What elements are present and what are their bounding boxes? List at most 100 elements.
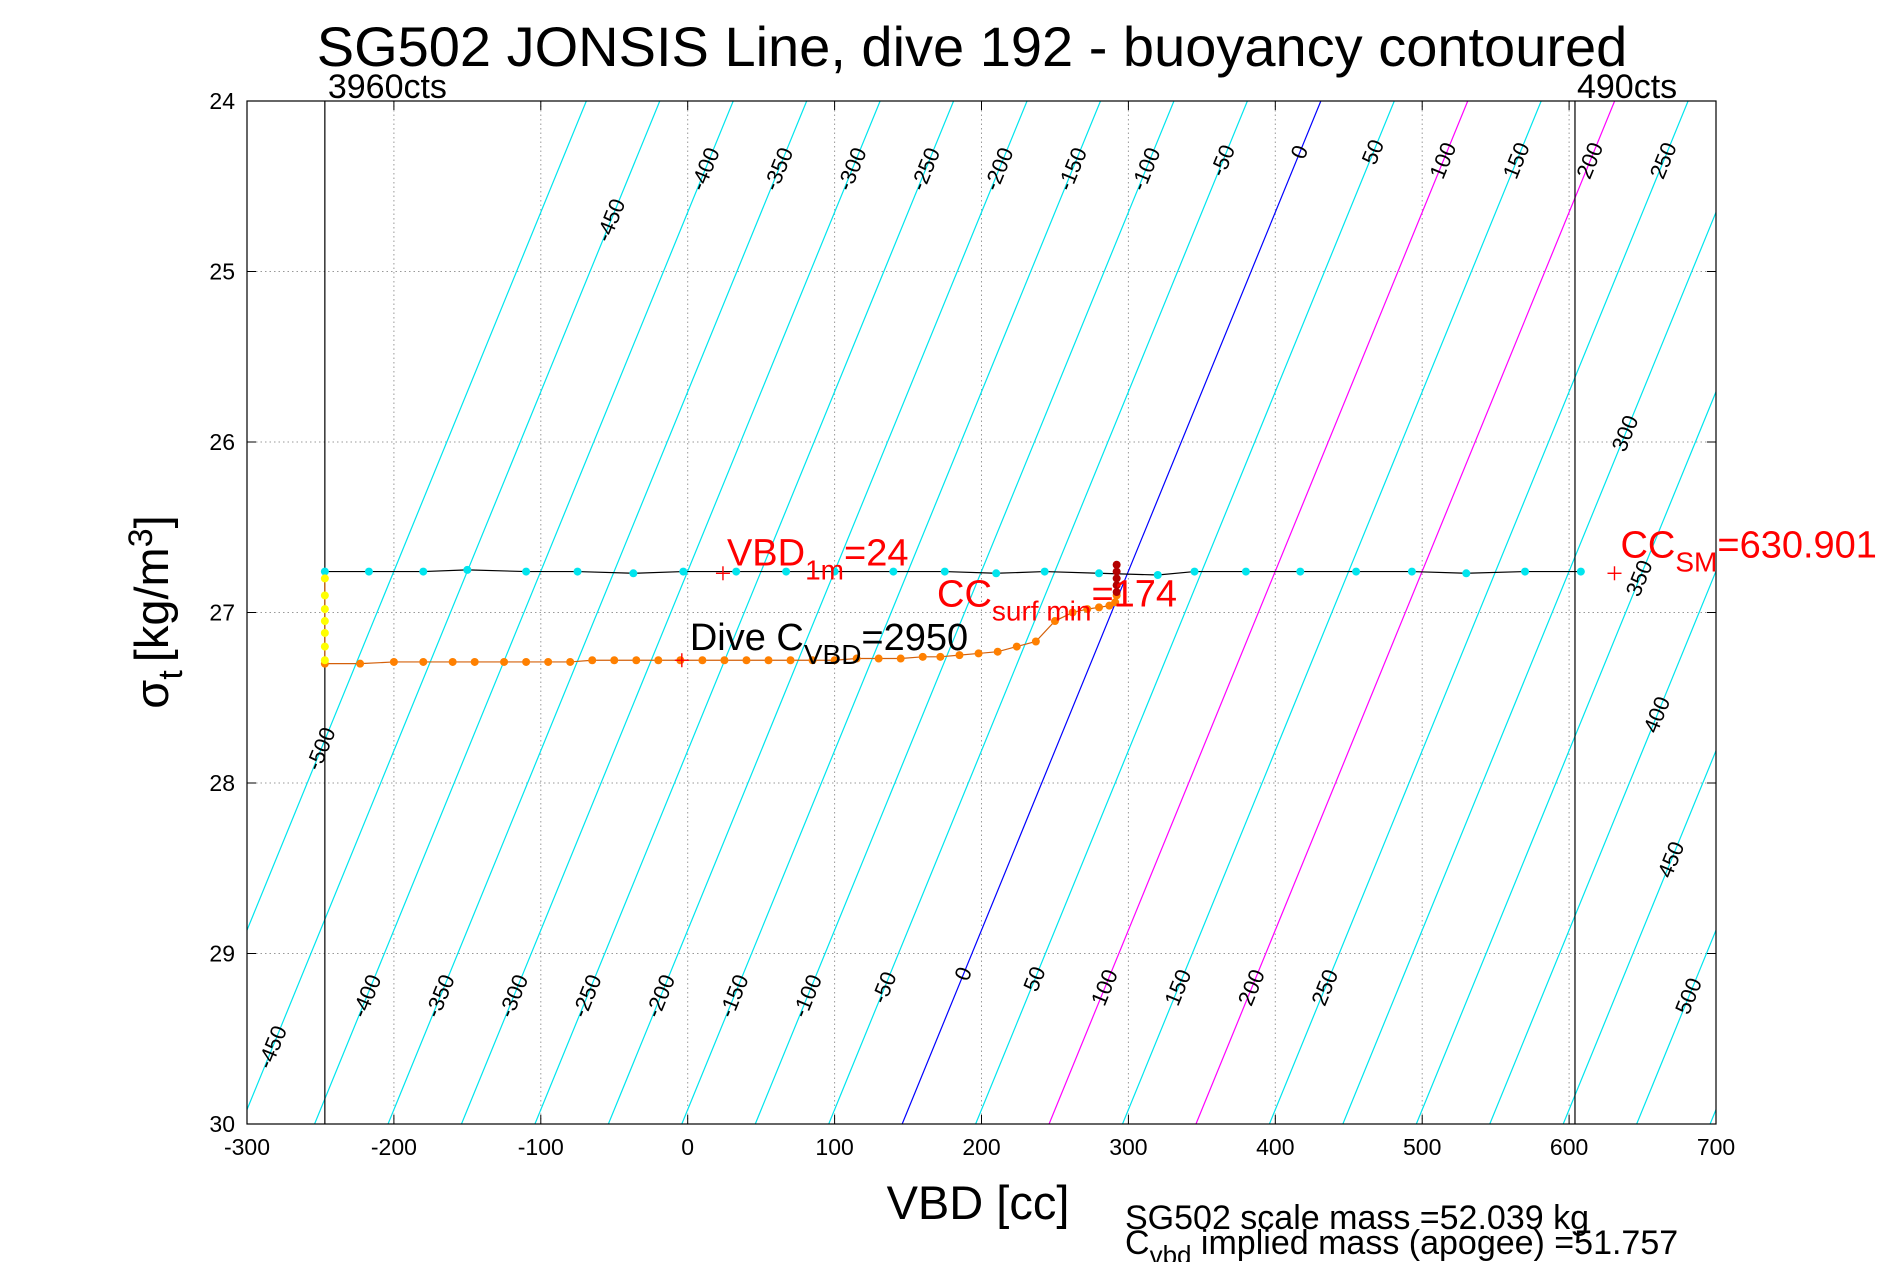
y-axis-label-sub: t — [152, 670, 190, 680]
dive-point — [918, 652, 927, 661]
dive-point — [610, 656, 619, 665]
contour-label: -100 — [787, 971, 827, 1021]
x-tick-label: -100 — [518, 1134, 564, 1160]
x-tick-label: 500 — [1403, 1134, 1441, 1160]
y-tick-label: 27 — [209, 600, 235, 626]
contour-line — [1489, 569, 1716, 1124]
y-tick-label: 26 — [209, 429, 235, 455]
climb-point — [419, 567, 428, 576]
climb-point — [1153, 570, 1162, 579]
vbd-limit-label: 3960cts — [328, 68, 447, 106]
climb-point — [1462, 569, 1471, 578]
series-layer — [320, 560, 1585, 668]
contour-label: -150 — [1052, 144, 1092, 194]
climb-point — [1296, 567, 1305, 576]
y-axis-label-base: σ — [125, 680, 178, 709]
dive-cvbd-annotation-prefix: Dive C — [690, 617, 804, 659]
footer-scale-mass: SG502 scale mass =52.039 kg — [1125, 1199, 1589, 1237]
y-tick-label: 28 — [209, 770, 235, 796]
x-tick-label: 600 — [1550, 1134, 1588, 1160]
y-tick-label: 25 — [209, 259, 235, 285]
dive-point — [974, 649, 983, 658]
apogee-point — [320, 656, 329, 665]
dive-cvbd-annotation: Dive CVBD=2950 — [690, 617, 968, 670]
contour-label: -100 — [1126, 144, 1166, 194]
y-axis-label-open: [kg/m — [125, 547, 178, 662]
y-tick-label: 30 — [209, 1111, 235, 1137]
dive-point — [1105, 601, 1114, 610]
dive-point — [993, 647, 1002, 656]
climb-point — [940, 567, 949, 576]
cc-surf-min-annotation: CCsurf min=174 — [937, 574, 1177, 627]
climb-point — [1095, 569, 1104, 578]
climb-point — [1190, 567, 1199, 576]
contour-line — [681, 101, 1102, 1124]
dive-point — [830, 656, 839, 665]
dive-point — [742, 656, 751, 665]
contour-line — [1709, 1108, 1716, 1124]
cc-sm-annotation: CCSM=630.901 — [1620, 524, 1876, 577]
x-tick-label: -300 — [224, 1134, 270, 1160]
contour-label: -300 — [832, 144, 872, 194]
contour-label: -500 — [301, 724, 341, 774]
vbd1m-annotation-sub: 1m — [805, 554, 844, 585]
cc-surf-min-annotation-sub: surf min — [992, 596, 1092, 627]
climb-point — [679, 567, 688, 576]
contour-layer — [247, 101, 1891, 1124]
contour-line — [1562, 749, 1716, 1124]
dive-point — [419, 657, 428, 666]
contour-line — [1048, 101, 1469, 1124]
contour-line — [247, 101, 587, 932]
apogee-point — [320, 605, 329, 614]
contour-line — [754, 101, 1175, 1124]
dive-point — [448, 657, 457, 666]
contour-label: -150 — [714, 971, 754, 1021]
dive-point — [500, 657, 509, 666]
dive-point — [389, 657, 398, 666]
apogee-point — [320, 574, 329, 583]
dive-point — [566, 657, 575, 666]
dive-point — [544, 657, 553, 666]
y-axis-label-sup: 3 — [122, 528, 160, 547]
y-axis-label-close: ] — [125, 515, 178, 528]
dive-point — [808, 656, 817, 665]
contour-label: -50 — [1205, 141, 1240, 180]
y-tick-label: 29 — [209, 941, 235, 967]
contour-line — [1415, 390, 1716, 1124]
dive-point — [764, 656, 773, 665]
contour-line — [1857, 101, 1891, 1124]
contour-label: -350 — [420, 971, 460, 1021]
contour-label: 500 — [1670, 974, 1707, 1017]
contour-label: 400 — [1638, 693, 1675, 736]
climb-point — [320, 567, 329, 576]
vbd1m-annotation: VBD1m=24 — [727, 532, 909, 585]
contour-label: 50 — [1018, 963, 1050, 995]
apogee-point — [320, 642, 329, 651]
contour-label: 250 — [1306, 966, 1343, 1009]
dive-point — [786, 656, 795, 665]
dive-cvbd-annotation-suffix: =2950 — [861, 617, 968, 659]
vbd1m-annotation-suffix: =24 — [844, 532, 908, 574]
dive-point — [356, 659, 365, 668]
contour-line — [1195, 101, 1616, 1124]
contour-label: 200 — [1571, 139, 1608, 182]
climb-point — [1241, 567, 1250, 576]
contour-label: 100 — [1424, 139, 1461, 182]
x-tick-label: 200 — [962, 1134, 1000, 1160]
vbd-limit-label: 490cts — [1577, 68, 1677, 106]
contour-label: -450 — [591, 195, 631, 245]
x-tick-label: 700 — [1697, 1134, 1735, 1160]
dive-point — [698, 656, 707, 665]
cc-sm-annotation-suffix: =630.901 — [1717, 524, 1877, 566]
contour-label: 0 — [1286, 142, 1314, 163]
y-tick-label: 24 — [209, 88, 235, 114]
chart-title: SG502 JONSIS Line, dive 192 - buoyancy c… — [317, 15, 1628, 78]
contour-line — [607, 101, 1028, 1124]
footer-implied-prefix: C — [1125, 1224, 1150, 1262]
contour-line — [1636, 928, 1716, 1124]
apogee-point — [320, 591, 329, 600]
contour-line — [975, 101, 1395, 1124]
cc-sm-annotation-sub: SM — [1675, 546, 1717, 577]
dive-point — [654, 656, 663, 665]
climb-point — [463, 565, 472, 574]
